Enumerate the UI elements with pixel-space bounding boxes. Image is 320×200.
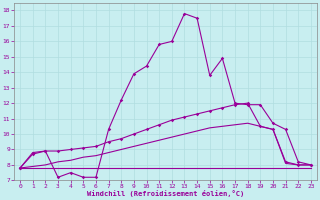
X-axis label: Windchill (Refroidissement éolien,°C): Windchill (Refroidissement éolien,°C) bbox=[87, 190, 244, 197]
